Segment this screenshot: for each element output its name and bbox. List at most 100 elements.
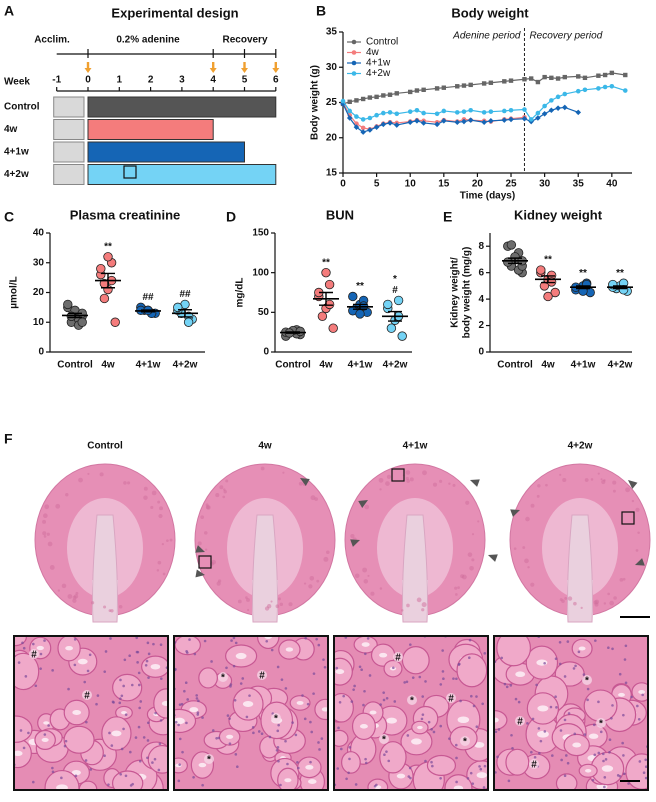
point [441, 118, 447, 124]
closeup-mark: # [517, 717, 523, 728]
data-point [355, 309, 365, 319]
point [367, 115, 373, 121]
nucleus [594, 639, 597, 642]
tissue-dot [197, 541, 202, 546]
nucleus [39, 667, 42, 670]
nucleus [387, 759, 391, 763]
nucleus [43, 733, 47, 736]
tissue-dot [379, 587, 383, 590]
tissue-dot [625, 487, 631, 493]
group-label: Control [87, 441, 123, 452]
chart-title: Plasma creatinine [70, 207, 181, 222]
nucleus [644, 758, 648, 762]
x-tick-label: 4w [101, 360, 115, 371]
y-tick-label: 2 [478, 320, 484, 331]
closeup-mark: # [84, 691, 90, 702]
tissue-dot [44, 504, 50, 510]
x-tick-label: 15 [438, 179, 450, 190]
nucleus [558, 662, 562, 666]
tubule [341, 751, 361, 774]
nucleus [277, 759, 280, 763]
nucleus [294, 733, 298, 737]
x-tick-label: 25 [505, 179, 517, 190]
y-tick-label: 35 [326, 27, 338, 38]
nucleus [96, 694, 100, 697]
nucleus [630, 695, 633, 699]
week-arrow [84, 62, 92, 73]
nucleus [586, 698, 589, 702]
x-tick-label: 10 [405, 179, 417, 190]
tissue-dot [527, 566, 530, 569]
chart-title: Kidney weight [514, 207, 603, 222]
closeup-mark: # [395, 653, 401, 664]
nucleus [543, 661, 546, 665]
point [374, 112, 379, 118]
nucleus [297, 766, 300, 770]
week-tick-label: 6 [273, 75, 279, 86]
nucleus [420, 717, 424, 721]
nucleus [471, 782, 475, 785]
nucleus [31, 780, 35, 784]
group-label: 4w [258, 441, 272, 452]
nucleus [146, 641, 150, 645]
nucleus [363, 689, 366, 693]
nucleus [431, 764, 434, 768]
nucleus [602, 759, 605, 763]
week-tick-label: 2 [148, 75, 154, 86]
point [622, 88, 628, 93]
tissue-dot [123, 481, 127, 485]
tissue-dot [471, 533, 475, 536]
lumen [72, 710, 82, 716]
tissue-dot [222, 495, 226, 499]
nucleus [276, 729, 280, 733]
nucleus [60, 776, 63, 780]
point [367, 95, 373, 100]
tissue-dot [204, 531, 208, 535]
mark-halo [29, 649, 39, 659]
arrowhead [358, 500, 368, 508]
tissue-dot [127, 481, 131, 485]
week-arrow [241, 62, 248, 73]
point [461, 83, 467, 88]
tissue-dot [471, 558, 475, 562]
lumen [494, 717, 499, 723]
point [535, 79, 541, 85]
nucleus [555, 706, 558, 709]
lumen [453, 785, 464, 790]
tissue-dot [600, 478, 603, 481]
tissue-dot [421, 602, 427, 608]
point [549, 98, 554, 103]
week-tick-label: 4 [210, 75, 216, 86]
point [555, 105, 561, 111]
closeup-frame [13, 635, 169, 791]
point [562, 91, 568, 97]
nucleus [51, 669, 54, 672]
nucleus [603, 785, 606, 789]
tissue-dot [143, 495, 148, 500]
nucleus [479, 767, 483, 771]
lumen [537, 730, 549, 738]
nucleus [73, 638, 77, 641]
data-point [324, 279, 335, 290]
closeup [494, 636, 648, 790]
nucleus [24, 675, 28, 678]
tissue-dot [237, 599, 242, 604]
tissue-dot [108, 609, 112, 612]
nucleus [510, 733, 513, 737]
nucleus [352, 688, 355, 691]
nucleus [383, 753, 386, 757]
point [360, 96, 366, 102]
tissue-dot [452, 483, 456, 487]
point [561, 104, 568, 111]
sem-bar [141, 309, 155, 313]
nucleus [279, 783, 282, 787]
nucleus [210, 660, 213, 663]
kidney-section [34, 463, 176, 625]
nucleus [154, 711, 157, 715]
nucleus [306, 702, 310, 706]
tissue-dot [61, 583, 67, 589]
nucleus [586, 687, 590, 691]
nucleus [597, 700, 600, 704]
nucleus [177, 723, 180, 727]
nucleus [129, 750, 132, 754]
